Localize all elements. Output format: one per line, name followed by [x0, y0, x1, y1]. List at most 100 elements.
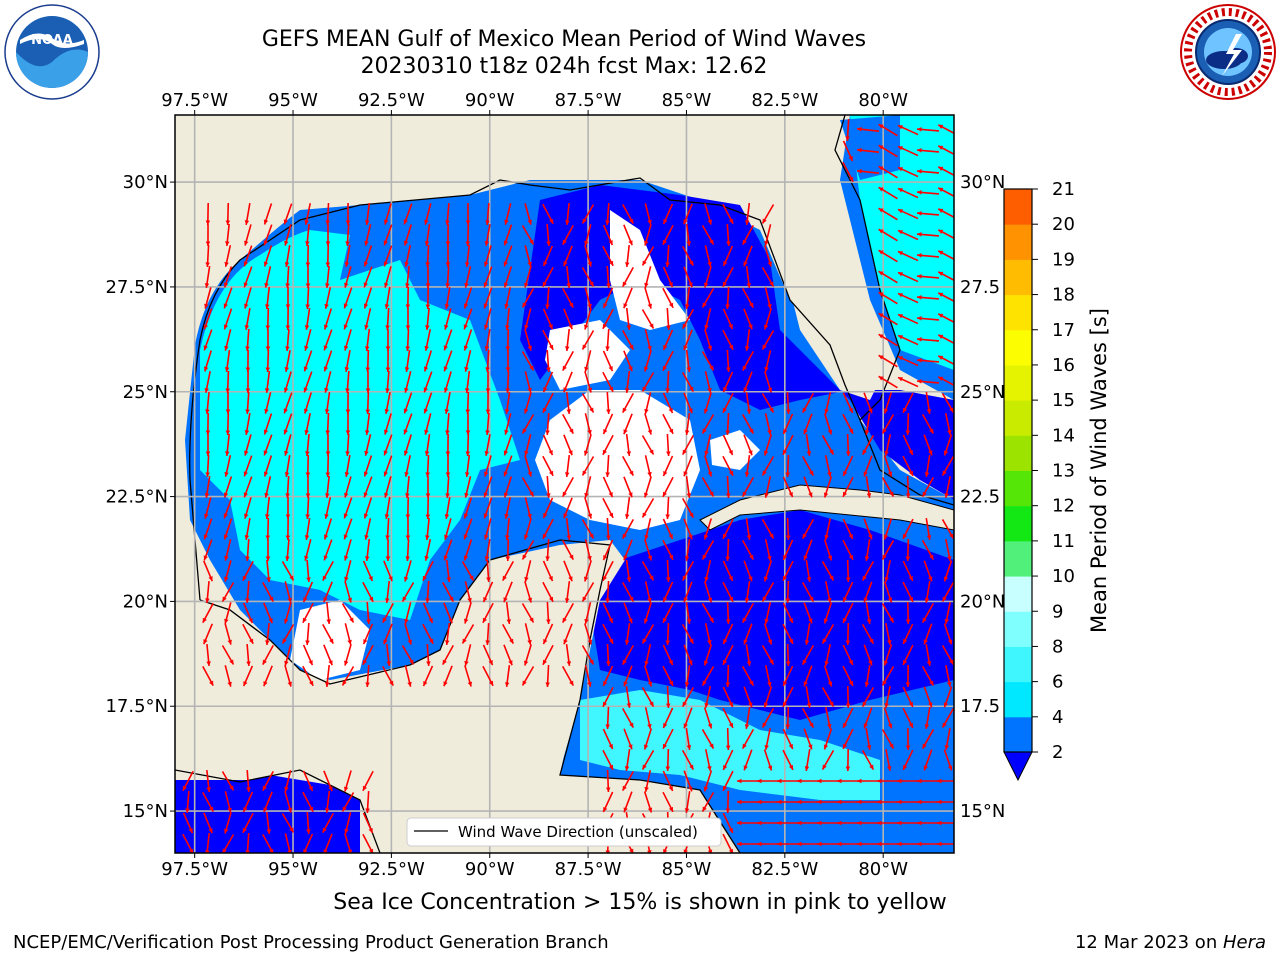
wave-direction-arrow: [937, 271, 954, 282]
wave-direction-arrow: [422, 602, 434, 624]
wave-direction-arrow: [937, 145, 954, 156]
wave-direction-arrow: [923, 560, 933, 582]
wave-direction-arrow: [824, 518, 832, 540]
wave-direction-arrow: [623, 287, 633, 309]
wave-direction-arrow: [797, 799, 819, 805]
wave-direction-arrow: [581, 267, 595, 287]
wave-direction-arrow: [824, 392, 832, 414]
wave-direction-arrow: [761, 456, 775, 476]
wave-direction-arrow: [782, 602, 794, 624]
colorbar-bin: [1004, 294, 1032, 331]
wave-direction-arrow: [823, 476, 833, 498]
colorbar-bin: [1004, 435, 1032, 471]
wave-direction-arrow: [565, 517, 572, 541]
wave-direction-arrow: [205, 391, 210, 415]
wave-direction-arrow: [542, 371, 554, 393]
wave-direction-arrow: [662, 224, 674, 246]
wave-direction-arrow: [878, 333, 898, 347]
wave-direction-arrow: [803, 665, 813, 687]
wave-direction-arrow: [403, 413, 413, 435]
wave-direction-arrow: [782, 560, 794, 582]
wave-direction-arrow: [925, 518, 932, 540]
wave-direction-arrow: [606, 643, 611, 667]
wave-direction-arrow: [205, 412, 211, 436]
wave-direction-arrow: [185, 790, 190, 814]
wave-direction-arrow: [722, 392, 734, 414]
wave-direction-arrow: [362, 833, 374, 853]
wave-direction-arrow: [246, 769, 251, 793]
wave-direction-arrow: [916, 274, 940, 279]
wave-direction-arrow: [203, 539, 213, 561]
wave-direction-arrow: [445, 244, 451, 268]
wave-direction-arrow: [725, 601, 731, 625]
wave-direction-arrow: [923, 434, 933, 456]
wave-direction-arrow: [622, 266, 634, 288]
wave-direction-arrow: [878, 375, 898, 389]
wave-direction-arrow: [905, 412, 911, 436]
wave-direction-arrow: [445, 412, 450, 436]
wave-direction-arrow: [581, 456, 595, 476]
wave-direction-arrow: [584, 413, 592, 435]
wave-direction-arrow: [602, 602, 614, 624]
wave-direction-arrow: [245, 538, 250, 562]
wave-direction-arrow: [224, 245, 232, 267]
wave-direction-arrow: [264, 476, 272, 498]
coastline: [175, 115, 954, 853]
wave-direction-arrow: [445, 223, 451, 247]
wave-direction-arrow: [465, 223, 471, 247]
wave-direction-arrow: [263, 434, 273, 456]
wave-direction-arrow: [443, 350, 453, 372]
wave-direction-arrow: [563, 371, 573, 393]
wave-direction-arrow: [722, 455, 734, 477]
colorbar-bin: [1004, 259, 1032, 296]
wave-direction-arrow: [465, 202, 471, 226]
wave-direction-arrow: [385, 538, 391, 562]
wave-direction-arrow: [805, 686, 812, 708]
wave-direction-arrow: [203, 812, 213, 834]
wave-direction-arrow: [623, 413, 633, 435]
wave-direction-arrow: [584, 539, 592, 561]
wave-direction-arrow: [404, 665, 412, 687]
wave-direction-arrow: [445, 559, 452, 583]
wave-direction-arrow: [444, 287, 451, 309]
wave-direction-arrow: [823, 665, 833, 687]
wave-direction-arrow: [625, 244, 631, 268]
wave-direction-arrow: [383, 623, 393, 645]
wave-direction-arrow: [877, 778, 899, 784]
wave-direction-arrow: [344, 812, 352, 834]
wave-direction-arrow: [797, 820, 819, 826]
wave-direction-arrow: [643, 665, 653, 687]
wave-direction-arrow: [662, 476, 674, 498]
map-subtitle: 20230310 t18z 024h fcst Max: 12.62: [360, 54, 768, 79]
wave-direction-arrow: [643, 602, 653, 624]
wave-direction-arrow: [902, 392, 914, 414]
wave-direction-arrow: [937, 124, 954, 135]
wave-direction-arrow: [737, 820, 759, 826]
wave-direction-arrow: [641, 624, 655, 644]
wave-direction-arrow: [203, 308, 213, 330]
wave-direction-arrow: [683, 770, 693, 792]
wave-direction-arrow: [382, 602, 394, 624]
wave-direction-arrow: [242, 560, 254, 582]
wave-direction-arrow: [722, 833, 734, 853]
wave-direction-arrow: [463, 308, 473, 330]
lat-tick-right: 20°N: [960, 591, 1005, 612]
wave-direction-arrow: [425, 454, 430, 478]
wave-direction-arrow: [284, 245, 291, 267]
wave-direction-arrow: [323, 518, 333, 540]
wave-direction-arrow: [937, 187, 954, 198]
wave-direction-arrow: [424, 329, 432, 351]
wave-direction-arrow: [785, 706, 791, 730]
wave-direction-arrow: [405, 496, 411, 520]
wave-direction-arrow: [264, 266, 272, 288]
wave-direction-arrow: [285, 328, 290, 352]
wave-direction-arrow: [923, 623, 933, 645]
wave-direction-arrow: [605, 706, 610, 730]
wave-direction-arrow: [725, 538, 730, 562]
wave-direction-arrow: [306, 811, 311, 835]
wave-direction-arrow: [684, 286, 691, 310]
wave-direction-arrow: [662, 392, 674, 414]
wave-direction-arrow: [223, 308, 233, 330]
wave-direction-arrow: [425, 475, 431, 499]
wave-direction-arrow: [584, 308, 592, 330]
